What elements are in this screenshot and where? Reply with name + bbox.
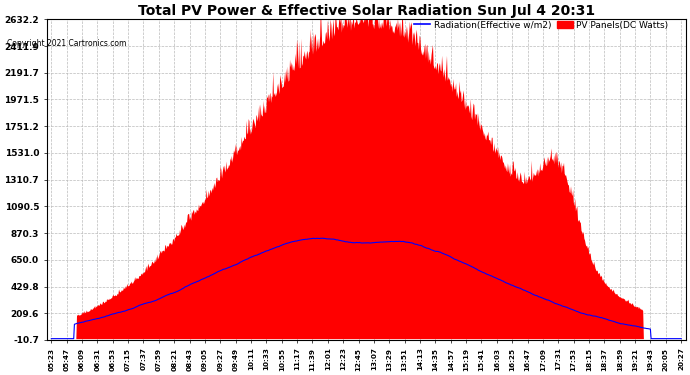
Text: Copyright 2021 Cartronics.com: Copyright 2021 Cartronics.com: [7, 39, 126, 48]
Title: Total PV Power & Effective Solar Radiation Sun Jul 4 20:31: Total PV Power & Effective Solar Radiati…: [138, 4, 595, 18]
Legend: Radiation(Effective w/m2), PV Panels(DC Watts): Radiation(Effective w/m2), PV Panels(DC …: [414, 21, 669, 30]
